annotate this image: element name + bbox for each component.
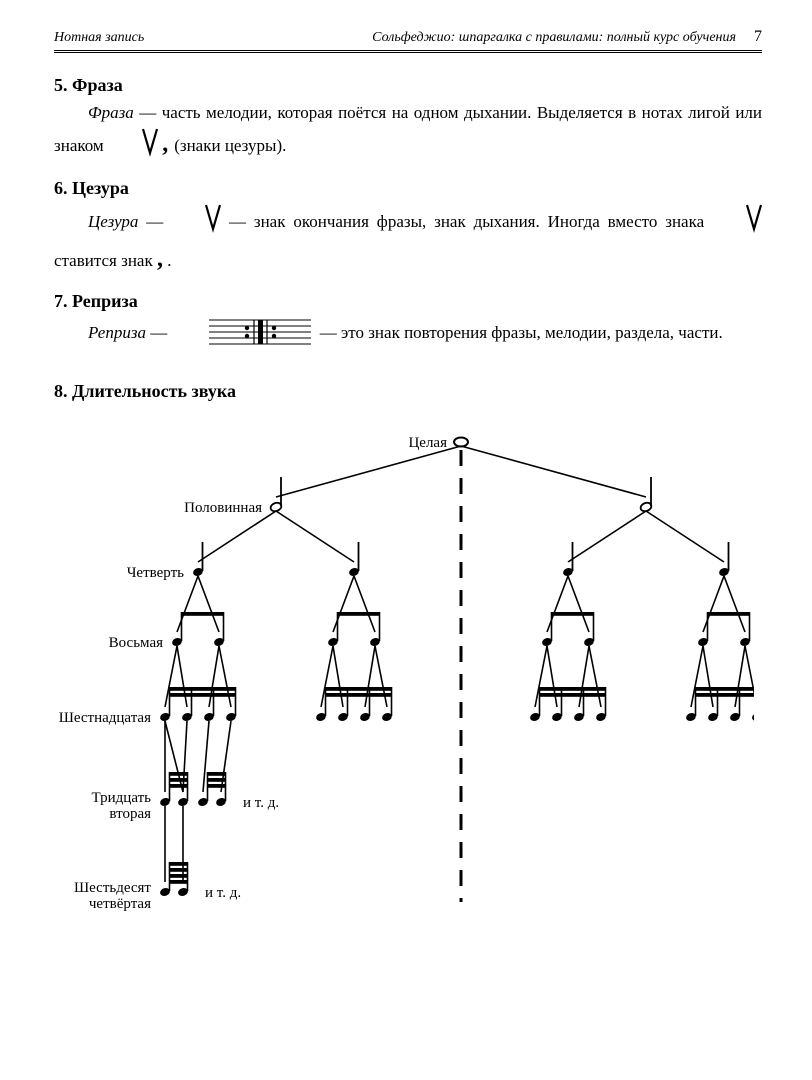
term-reprise: Реприза — [88, 323, 146, 342]
term-caesura: Цезура — [88, 212, 138, 231]
header-rule — [54, 50, 762, 53]
section-6-body: Цезура — — знак окончания фразы, знак ды… — [54, 203, 762, 277]
reprise-icon — [171, 316, 315, 356]
comma-glyph: , — [162, 131, 174, 157]
svg-text:и т. д.: и т. д. — [205, 885, 241, 901]
header-right: Сольфеджио: шпаргалка с правилами: полны… — [372, 30, 736, 46]
section-6-title: 6. Цезура — [54, 178, 762, 199]
svg-text:вторая: вторая — [109, 806, 151, 822]
svg-text:Половинная: Половинная — [184, 500, 262, 516]
svg-text:Шестьдесят: Шестьдесят — [74, 880, 151, 896]
caesura-v-icon — [712, 203, 762, 241]
duration-tree-diagram: Целая Половинная Четверть Восьмая Шестнадцат… — [54, 412, 754, 972]
svg-text:четвёртая: четвёртая — [89, 896, 151, 912]
section-7-body: Реприза — — это знак повторения фразы, м… — [54, 316, 762, 356]
header-left: Нотная запись — [54, 30, 144, 46]
svg-text:Целая: Целая — [408, 435, 447, 451]
svg-text:Четверть: Четверть — [127, 565, 184, 581]
caesura-v-icon — [171, 203, 221, 241]
term-phrase: Фраза — [88, 103, 134, 122]
page-number: 7 — [754, 28, 762, 46]
section-5-title: 5. Фраза — [54, 75, 762, 96]
caesura-v-icon — [108, 127, 158, 165]
section-7-title: 7. Реприза — [54, 291, 762, 312]
svg-text:Шестнадцатая: Шестнадцатая — [59, 710, 151, 726]
section-8-title: 8. Длительность звука — [54, 381, 762, 402]
svg-text:Восьмая: Восьмая — [109, 635, 163, 651]
svg-text:и т. д.: и т. д. — [243, 795, 279, 811]
svg-text:Тридцать: Тридцать — [92, 790, 152, 806]
section-5-body: Фраза — часть мелодии, которая поётся на… — [54, 100, 762, 164]
